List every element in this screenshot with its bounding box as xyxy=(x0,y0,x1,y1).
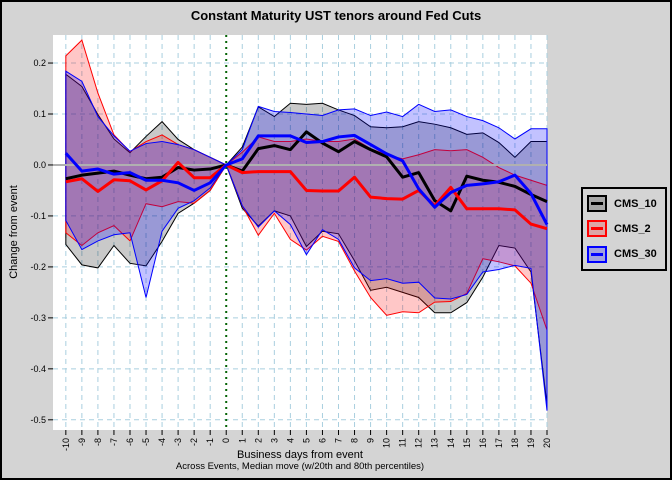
median-line-CMS_30 xyxy=(64,133,549,226)
x-tick-label: -9 xyxy=(77,438,87,446)
cms-30-line-sample xyxy=(591,252,603,256)
band-CMS_30 xyxy=(65,70,548,411)
x-tick-label: 19 xyxy=(526,438,536,448)
legend-item-cms-2: CMS_2 xyxy=(587,220,661,238)
x-tick-label: 17 xyxy=(494,438,504,448)
x-tick-label: 9 xyxy=(366,438,376,443)
y-tick-label: 0.2 xyxy=(33,58,46,68)
plot-background xyxy=(53,35,547,430)
x-tick-label: -5 xyxy=(141,438,151,446)
legend-item-cms-30: CMS_30 xyxy=(587,245,661,263)
x-tick-label: -1 xyxy=(205,438,215,446)
y-tick-label: -0.5 xyxy=(30,415,46,425)
legend-box: CMS_10 CMS_2 CMS_30 xyxy=(581,187,667,271)
y-tick-label: -0.4 xyxy=(30,364,46,374)
y-tick-label: 0.0 xyxy=(33,160,46,170)
y-tick-label: -0.2 xyxy=(30,262,46,272)
x-tick-label: 13 xyxy=(430,438,440,448)
x-tick-label: 0 xyxy=(221,438,231,443)
x-tick-label: -8 xyxy=(93,438,103,446)
x-tick-label: 1 xyxy=(237,438,247,443)
cms-10-line-sample xyxy=(591,202,603,206)
x-tick-label: 4 xyxy=(285,438,295,443)
x-axis-title: Business days from event xyxy=(237,449,363,461)
legend-item-cms-10: CMS_10 xyxy=(587,195,661,213)
median-line-CMS_2 xyxy=(65,160,548,231)
cms-2-line-sample xyxy=(591,227,603,231)
x-tick-label: -6 xyxy=(125,438,135,446)
x-tick-label: 11 xyxy=(398,438,408,447)
legend-label-cms-10: CMS_10 xyxy=(614,197,657,210)
x-tick-label: -4 xyxy=(157,438,167,446)
x-tick-label: -7 xyxy=(109,438,119,446)
y-tick-label: 0.1 xyxy=(33,109,46,119)
legend-label-cms-2: CMS_2 xyxy=(614,222,651,235)
x-tick-label: 18 xyxy=(510,438,520,448)
x-tick-label: 15 xyxy=(462,438,472,448)
x-tick-label: 8 xyxy=(350,438,360,443)
x-tick-label: 10 xyxy=(382,438,392,448)
legend-key-cms-30-swatch xyxy=(587,245,607,263)
x-tick-label: 5 xyxy=(301,438,311,443)
x-tick-label: 12 xyxy=(414,438,424,448)
legend-key-cms-10-swatch xyxy=(587,195,607,213)
x-axis-subtitle: Across Events, Median move (w/20th and 8… xyxy=(175,461,425,472)
x-tick-label: -3 xyxy=(173,438,183,446)
x-tick-label: 14 xyxy=(446,438,456,448)
x-tick-label: 2 xyxy=(253,438,263,443)
x-tick-label: 16 xyxy=(478,438,488,448)
legend-label-cms-30: CMS_30 xyxy=(614,248,657,261)
y-tick-label: -0.1 xyxy=(30,211,46,221)
x-tick-label: 6 xyxy=(317,438,327,443)
x-tick-label: 7 xyxy=(333,438,343,443)
y-tick-label: -0.3 xyxy=(30,313,46,323)
x-tick-label: -2 xyxy=(189,438,199,446)
x-tick-label: 3 xyxy=(269,438,279,443)
chart-title: Constant Maturity UST tenors around Fed … xyxy=(190,8,482,23)
legend-key-cms-2-swatch xyxy=(587,220,607,238)
x-tick-label: 20 xyxy=(542,438,552,448)
x-tick-label: -10 xyxy=(61,438,71,451)
